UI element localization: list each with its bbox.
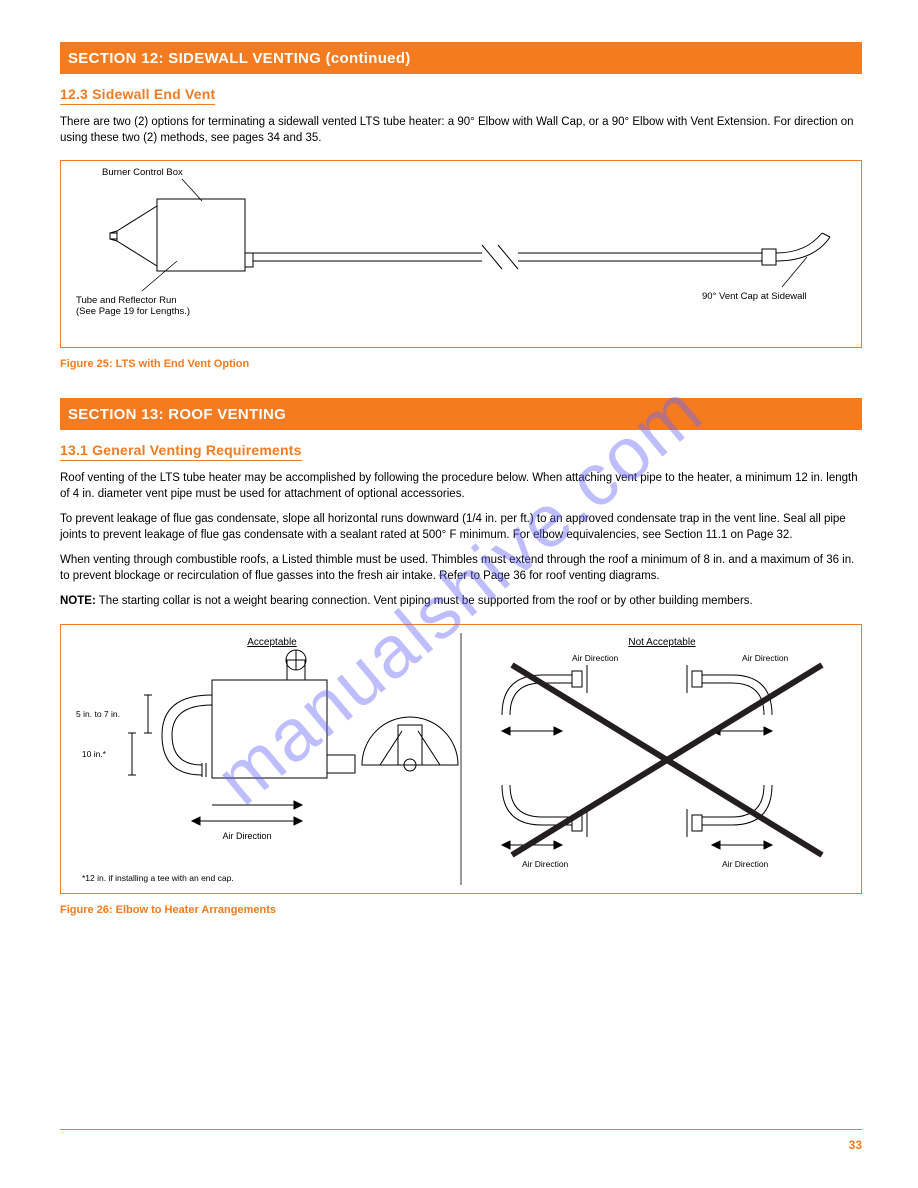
fig26-airdir-r3: Air Direction	[522, 859, 569, 869]
section-12-bar: SECTION 12: SIDEWALL VENTING (continued)	[60, 42, 862, 74]
note-bold: NOTE:	[60, 595, 96, 607]
figure-25-svg: Burner Control Box Tube and Reflector Ru…	[61, 161, 861, 347]
figure-26-caption: Figure 26: Elbow to Heater Arrangements	[60, 904, 862, 916]
fig25-label-tube: Tube and Reflector Run (See Page 19 for …	[76, 295, 190, 317]
fig25-label-sidewall: 90° Vent Cap at Sidewall	[702, 291, 807, 302]
page-number: 33	[849, 1138, 862, 1152]
fig26-airdir-r4: Air Direction	[722, 859, 769, 869]
section-13-p2: To prevent leakage of flue gas condensat…	[60, 512, 862, 543]
figure-25-caption: Figure 25: LTS with End Vent Option	[60, 358, 862, 370]
figure-26-box: Acceptable	[60, 624, 862, 894]
section-13-heading: 13.1 General Venting Requirements	[60, 442, 302, 461]
fig26-footnote: *12 in. if installing a tee with an end …	[82, 873, 234, 883]
section-13-p1: Roof venting of the LTS tube heater may …	[60, 471, 862, 502]
footer-line	[60, 1129, 862, 1130]
fig26-dim1: 5 in. to 7 in.	[76, 709, 120, 719]
section-12-paragraph: There are two (2) options for terminatin…	[60, 115, 862, 146]
fig25-label-burner: Burner Control Box	[102, 167, 183, 178]
figure-26-svg: Acceptable	[61, 625, 861, 893]
fig26-airdir-r1: Air Direction	[572, 653, 619, 663]
fig26-dim2: 10 in.*	[82, 749, 107, 759]
section-12-bar-title: SECTION 12: SIDEWALL VENTING (continued)	[68, 50, 411, 67]
note-text: The starting collar is not a weight bear…	[96, 595, 753, 607]
fig26-acceptable-label: Acceptable	[247, 637, 297, 648]
fig26-airdir-left: Air Direction	[222, 831, 271, 841]
section-13-bar-title: SECTION 13: ROOF VENTING	[68, 406, 286, 423]
section-13-bar: SECTION 13: ROOF VENTING	[60, 398, 862, 430]
section-13-note: NOTE: The starting collar is not a weigh…	[60, 594, 862, 610]
fig26-notacceptable-label: Not Acceptable	[628, 637, 696, 648]
fig26-airdir-r2: Air Direction	[742, 653, 789, 663]
section-12-heading: 12.3 Sidewall End Vent	[60, 86, 215, 105]
section-13-p3: When venting through combustible roofs, …	[60, 553, 862, 584]
figure-25-box: Burner Control Box Tube and Reflector Ru…	[60, 160, 862, 348]
